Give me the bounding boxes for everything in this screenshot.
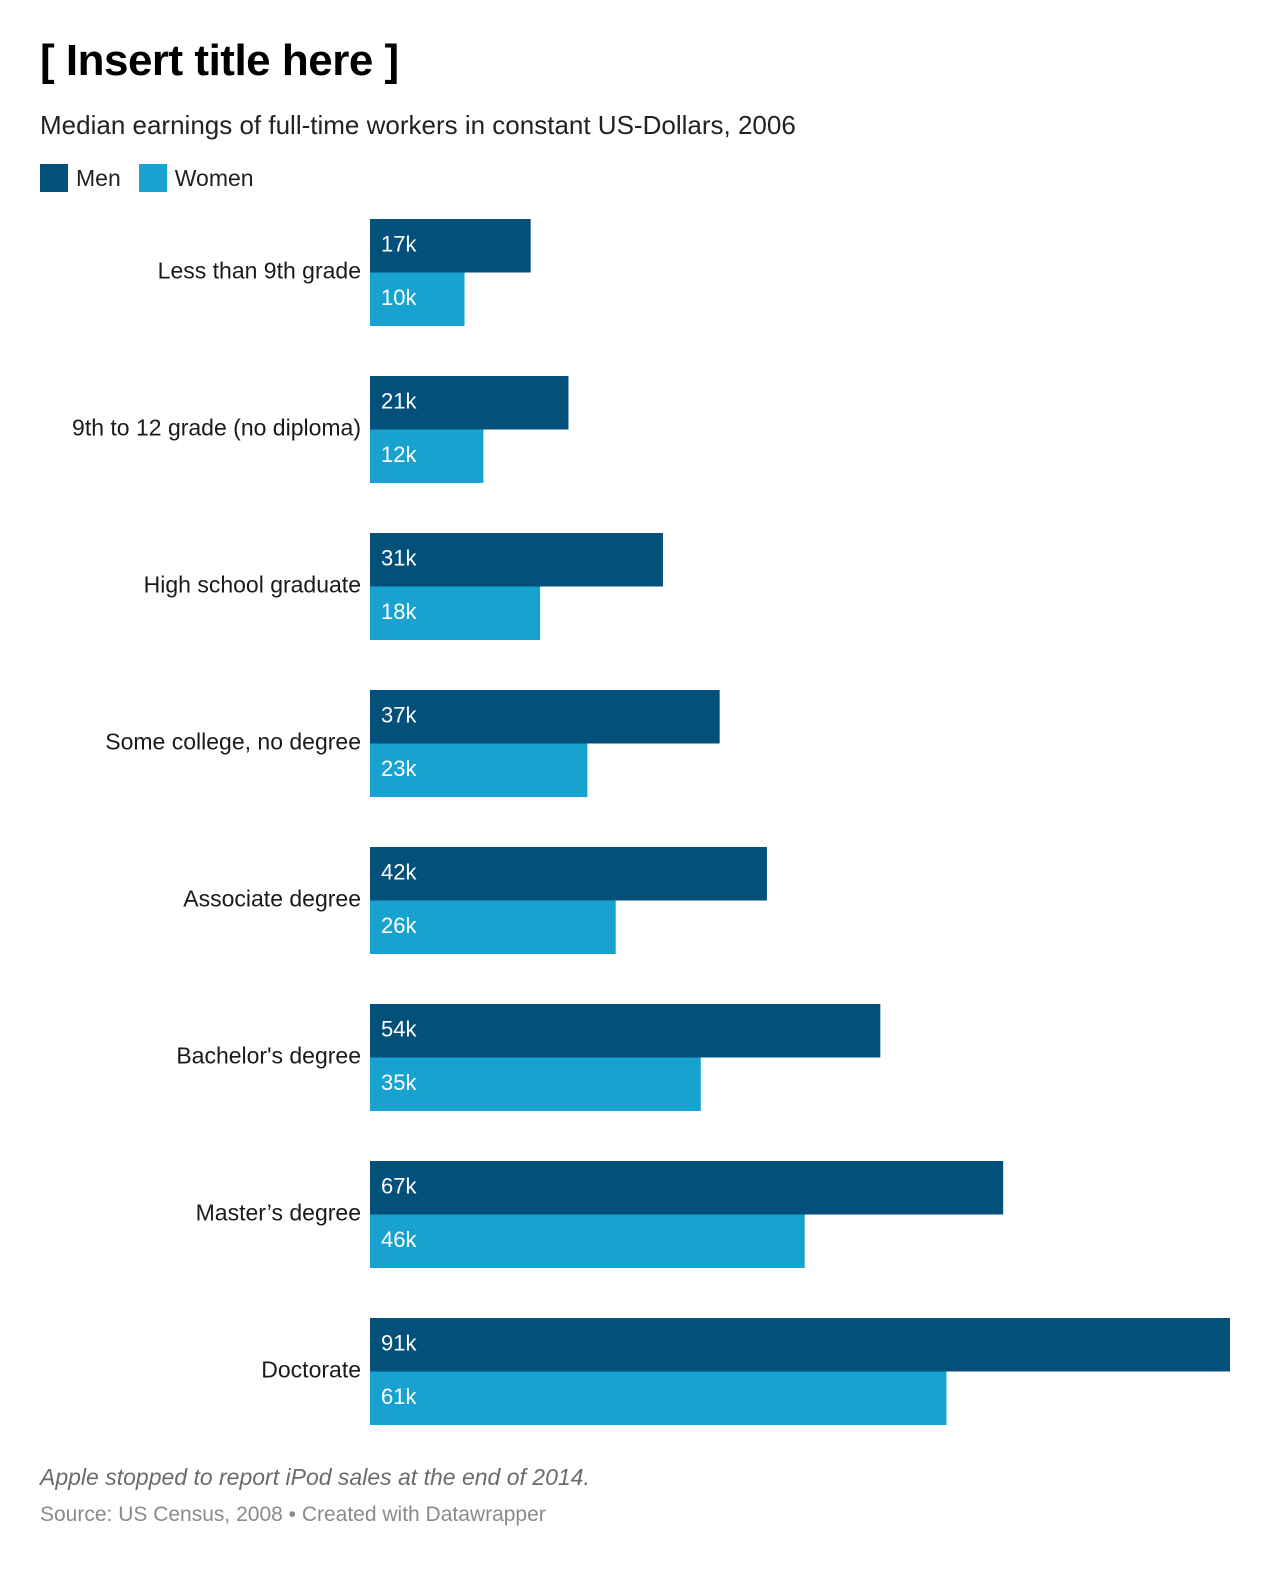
category-label-high-school-graduate: High school graduate	[144, 572, 361, 598]
bar-women-less-than-9th-grade	[370, 272, 465, 326]
value-label-women-associate-degree: 26k	[381, 913, 417, 938]
legend-item-women: Women	[138, 164, 254, 192]
value-label-women-bachelor-s-degree: 35k	[381, 1070, 417, 1095]
bar-men-some-college-no-degree	[370, 690, 720, 744]
bar-women-doctorate	[370, 1371, 947, 1425]
value-label-women-9th-to-12-grade-no-diploma: 12k	[381, 442, 417, 467]
legend-label-women: Women	[174, 164, 254, 191]
bar-men-9th-to-12-grade-no-diploma	[370, 376, 569, 430]
bar-men-associate-degree	[370, 847, 767, 901]
value-label-men-less-than-9th-grade: 17k	[381, 232, 417, 257]
bar-men-less-than-9th-grade	[370, 219, 531, 273]
value-label-men-associate-degree: 42k	[381, 860, 417, 885]
legend: Men Women	[40, 164, 254, 192]
chart-title: [ Insert title here ]	[40, 36, 399, 85]
value-label-men-9th-to-12-grade-no-diploma: 21k	[381, 389, 417, 414]
value-label-women-doctorate: 61k	[381, 1384, 417, 1409]
chart-subtitle: Median earnings of full-time workers in …	[40, 110, 796, 140]
legend-label-men: Men	[76, 164, 121, 191]
value-label-men-master-s-degree: 67k	[381, 1174, 417, 1199]
value-label-men-doctorate: 91k	[381, 1331, 417, 1356]
bar-women-associate-degree	[370, 900, 616, 954]
value-label-women-less-than-9th-grade: 10k	[381, 285, 417, 310]
category-label-master-s-degree: Master’s degree	[196, 1200, 361, 1226]
bar-chart: Less than 9th grade 17k 10k 9th to 12 grade…	[72, 219, 1230, 1425]
bar-men-high-school-graduate	[370, 533, 663, 587]
value-label-women-high-school-graduate: 18k	[381, 599, 417, 624]
category-label-some-college-no-degree: Some college, no degree	[105, 729, 361, 755]
bar-men-doctorate	[370, 1318, 1230, 1372]
bar-women-some-college-no-degree	[370, 743, 588, 797]
category-label-less-than-9th-grade: Less than 9th grade	[158, 258, 361, 284]
bar-women-high-school-graduate	[370, 586, 541, 640]
chart-source: Source: US Census, 2008 • Created with D…	[40, 1503, 546, 1526]
category-label-doctorate: Doctorate	[261, 1357, 361, 1383]
bar-men-bachelor-s-degree	[370, 1004, 881, 1058]
legend-swatch-women	[138, 164, 167, 192]
category-label-9th-to-12-grade-no-diploma: 9th to 12 grade (no diploma)	[72, 415, 361, 441]
bar-men-master-s-degree	[370, 1161, 1004, 1215]
value-label-men-high-school-graduate: 31k	[381, 546, 417, 571]
category-label-associate-degree: Associate degree	[183, 886, 361, 912]
bar-women-bachelor-s-degree	[370, 1057, 701, 1111]
category-label-bachelor-s-degree: Bachelor's degree	[176, 1043, 361, 1069]
bar-women-master-s-degree	[370, 1214, 805, 1268]
bar-women-9th-to-12-grade-no-diploma	[370, 429, 484, 483]
chart-note: Apple stopped to report iPod sales at th…	[40, 1464, 590, 1490]
value-label-men-bachelor-s-degree: 54k	[381, 1017, 417, 1042]
value-label-women-master-s-degree: 46k	[381, 1227, 417, 1252]
legend-item-men: Men	[40, 164, 121, 192]
value-label-women-some-college-no-degree: 23k	[381, 756, 417, 781]
value-label-men-some-college-no-degree: 37k	[381, 703, 417, 728]
legend-swatch-men	[40, 164, 68, 192]
